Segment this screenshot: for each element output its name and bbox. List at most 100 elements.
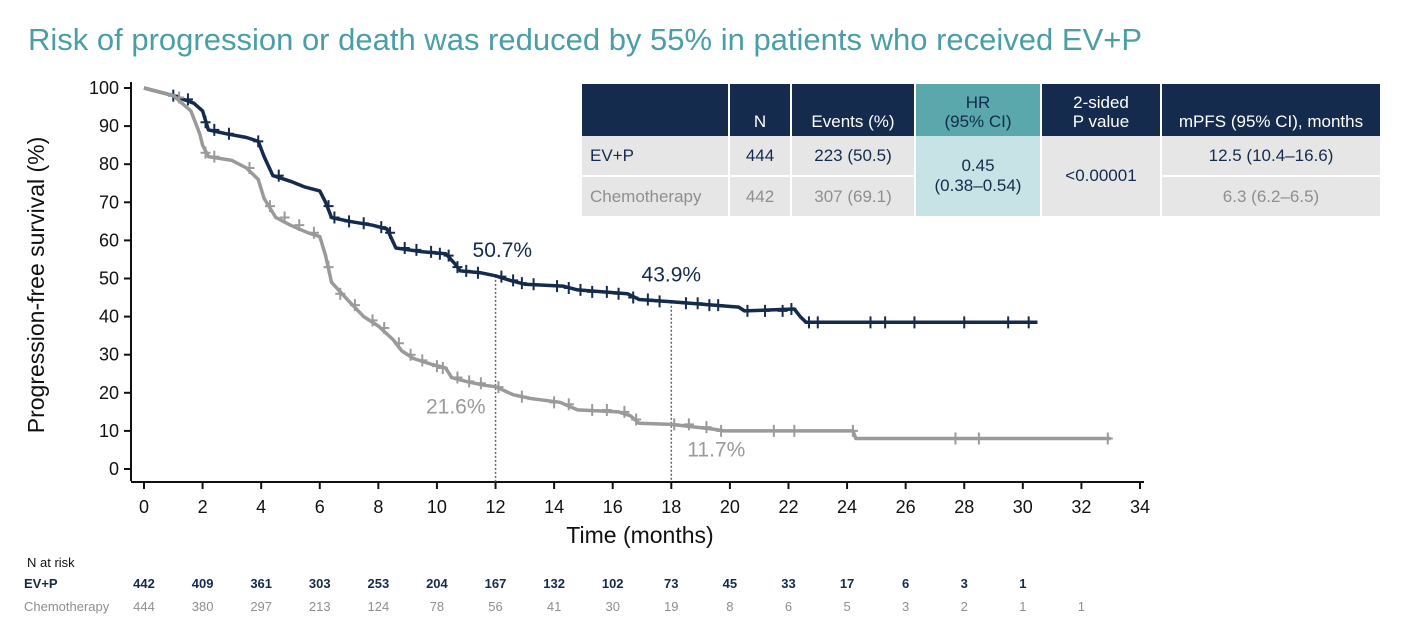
- censor-mark: [405, 348, 416, 361]
- row-events-evp: 223 (50.5): [791, 136, 916, 177]
- censor-mark: [563, 282, 574, 295]
- chart-title: Risk of progression or death was reduced…: [28, 22, 1143, 57]
- censor-mark: [452, 261, 463, 274]
- risk-value: 167: [485, 576, 507, 591]
- censor-mark: [847, 424, 858, 437]
- x-tick-label: 16: [603, 497, 623, 517]
- p-value: <0.00001: [1041, 136, 1162, 218]
- censor-mark: [308, 226, 319, 239]
- risk-value: 2: [961, 599, 968, 614]
- risk-value: 3: [961, 576, 968, 591]
- survival-curves: [143, 86, 1113, 445]
- censor-mark: [865, 316, 876, 329]
- risk-value: 204: [426, 576, 448, 591]
- censor-mark: [434, 247, 445, 260]
- risk-value: 442: [133, 576, 155, 591]
- censor-mark: [601, 403, 612, 416]
- censor-mark: [472, 266, 483, 279]
- risk-value: 33: [781, 576, 795, 591]
- censor-mark: [575, 283, 586, 296]
- censor-mark: [704, 299, 715, 312]
- x-tick-label: 0: [139, 497, 149, 517]
- risk-row-label: Chemotherapy: [24, 599, 110, 614]
- row-n-chemo: 442: [729, 176, 792, 218]
- x-tick-label: 28: [954, 497, 974, 517]
- censor-mark: [516, 390, 527, 403]
- censor-mark: [654, 295, 665, 308]
- censor-mark: [399, 242, 410, 255]
- risk-value: 6: [902, 576, 909, 591]
- censor-mark: [628, 291, 639, 304]
- censor-mark: [880, 316, 891, 329]
- y-tick-label: 80: [99, 154, 119, 174]
- censor-mark: [613, 287, 624, 300]
- censor-mark: [508, 274, 519, 287]
- y-tick-label: 10: [99, 421, 119, 441]
- y-tick-label: 20: [99, 383, 119, 403]
- censor-mark: [683, 418, 694, 431]
- y-tick-label: 30: [99, 345, 119, 365]
- risk-value: 102: [602, 576, 624, 591]
- censor-mark: [273, 169, 284, 182]
- annotation-label: 11.7%: [687, 438, 745, 461]
- censor-mark: [417, 354, 428, 367]
- x-tick-label: 34: [1130, 497, 1150, 517]
- censor-mark: [909, 316, 920, 329]
- censor-mark: [452, 371, 463, 384]
- censor-mark: [680, 297, 691, 310]
- table-header-hr: HR (95% CI): [915, 84, 1042, 136]
- table-header-n: N: [729, 84, 792, 136]
- censor-mark: [323, 200, 334, 213]
- censor-mark: [692, 297, 703, 310]
- table-header-mpfs: mPFS (95% CI), months: [1161, 84, 1380, 136]
- censor-mark: [496, 270, 507, 283]
- annotation-label: 43.9%: [642, 264, 702, 287]
- table-header-p: 2-sided P value: [1041, 84, 1162, 136]
- table-header-row: N Events (%) HR (95% CI) 2-sided P value…: [582, 84, 1380, 136]
- censor-mark: [549, 396, 560, 409]
- y-tick-label: 90: [99, 116, 119, 136]
- y-tick-label: 70: [99, 192, 119, 212]
- censor-mark: [411, 243, 422, 256]
- censor-mark: [950, 432, 961, 445]
- risk-value: 409: [192, 576, 214, 591]
- row-label-chemo: Chemotherapy: [582, 176, 730, 218]
- censor-mark: [376, 221, 387, 234]
- x-tick-label: 10: [427, 497, 447, 517]
- censor-mark: [393, 337, 404, 350]
- censor-mark: [443, 249, 454, 262]
- censor-mark: [209, 150, 220, 163]
- risk-value: 45: [723, 576, 737, 591]
- x-tick-label: 6: [315, 497, 325, 517]
- x-tick-label: 20: [720, 497, 740, 517]
- censor-mark: [329, 211, 340, 224]
- risk-value: 213: [309, 599, 331, 614]
- y-tick-label: 50: [99, 269, 119, 289]
- x-axis-label: Time (months): [566, 522, 713, 548]
- risk-value: 30: [605, 599, 619, 614]
- censor-mark: [426, 245, 437, 258]
- risk-value: 6: [785, 599, 792, 614]
- risk-value: 297: [250, 599, 272, 614]
- x-tick-label: 30: [1013, 497, 1033, 517]
- censor-mark: [760, 304, 771, 317]
- censor-mark: [789, 424, 800, 437]
- censor-mark: [552, 280, 563, 293]
- risk-value: 5: [843, 599, 850, 614]
- x-tick-label: 8: [373, 497, 383, 517]
- risk-value: 253: [368, 576, 390, 591]
- risk-value: 1: [1078, 599, 1085, 614]
- y-tick-label: 60: [99, 230, 119, 250]
- risk-value: 1: [1019, 599, 1026, 614]
- table-header-blank: [582, 84, 730, 136]
- risk-value: 78: [430, 599, 444, 614]
- row-mpfs-evp: 12.5 (10.4–16.6): [1161, 136, 1380, 177]
- y-tick-label: 100: [89, 78, 119, 98]
- censor-mark: [786, 302, 797, 315]
- reference-lines: [494, 275, 673, 482]
- row-mpfs-chemo: 6.3 (6.2–6.5): [1161, 176, 1380, 218]
- x-tick-label: 32: [1071, 497, 1091, 517]
- censor-mark: [264, 200, 275, 213]
- x-tick-label: 18: [661, 497, 681, 517]
